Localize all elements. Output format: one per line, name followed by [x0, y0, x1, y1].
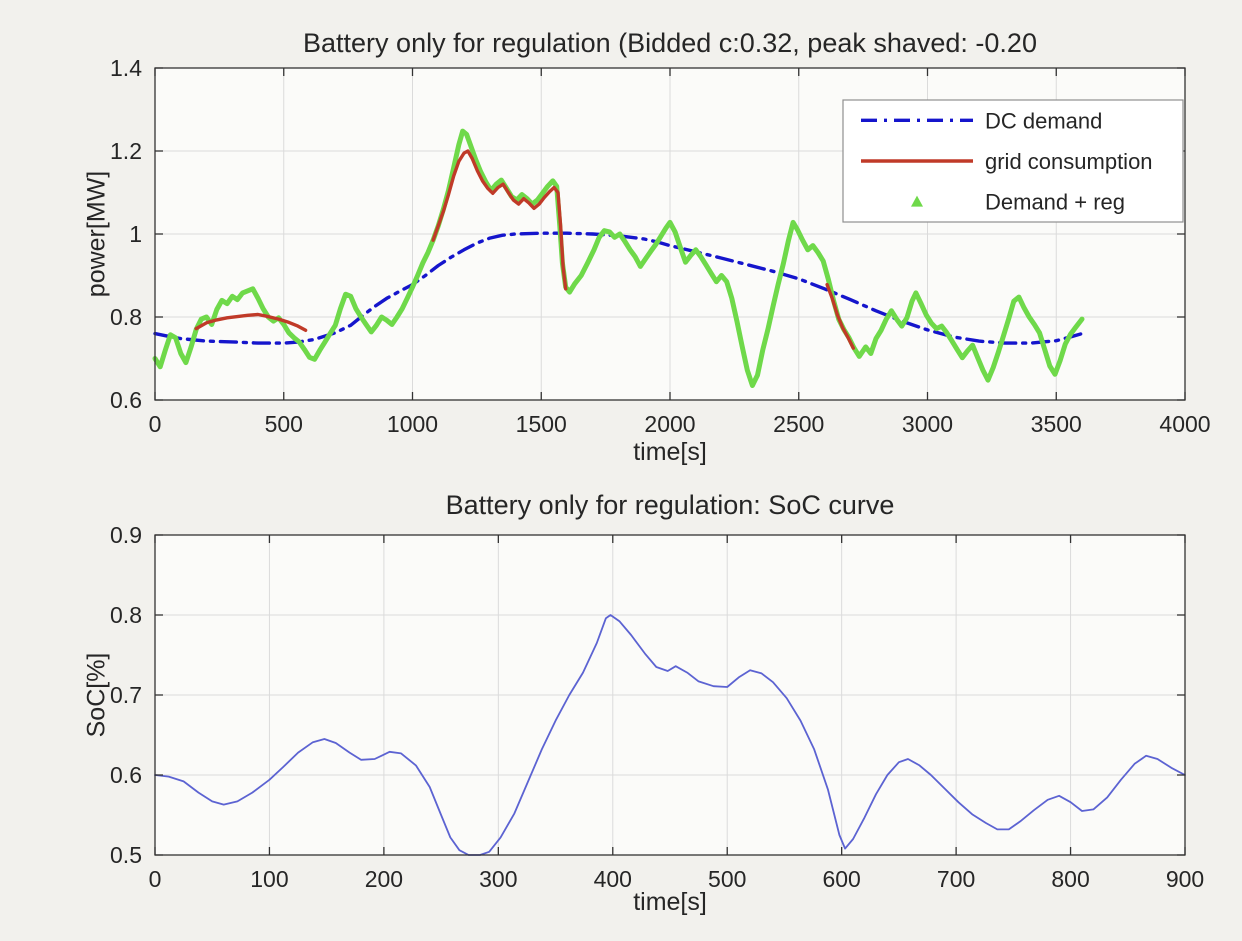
power-chart-canvas: 0 500 1000 1500 2000 2500 3000 3500 4000 0.6 0.8 1 1… [110, 55, 1211, 437]
svg-text:0: 0 [149, 866, 162, 892]
svg-text:1.2: 1.2 [110, 138, 142, 164]
svg-text:0.8: 0.8 [110, 602, 142, 628]
svg-text:0.6: 0.6 [110, 762, 142, 788]
power-chart-title: Battery only for regulation (Bidded c:0.… [303, 28, 1037, 58]
svg-text:2500: 2500 [773, 411, 824, 437]
soc-chart-title: Battery only for regulation: SoC curve [445, 490, 895, 520]
svg-text:3500: 3500 [1031, 411, 1082, 437]
svg-text:1000: 1000 [387, 411, 438, 437]
svg-text:400: 400 [594, 866, 632, 892]
svg-text:500: 500 [708, 866, 746, 892]
svg-text:1.4: 1.4 [110, 55, 142, 81]
svg-text:800: 800 [1051, 866, 1089, 892]
svg-text:0: 0 [149, 411, 162, 437]
svg-text:600: 600 [822, 866, 860, 892]
svg-text:0.6: 0.6 [110, 387, 142, 413]
svg-text:300: 300 [479, 866, 517, 892]
svg-text:700: 700 [937, 866, 975, 892]
svg-text:0.9: 0.9 [110, 522, 142, 548]
power-chart-ylabel: power[MW] [82, 170, 111, 298]
soc-chart-xlabel: time[s] [633, 888, 707, 916]
svg-text:900: 900 [1166, 866, 1204, 892]
svg-text:0.7: 0.7 [110, 682, 142, 708]
svg-text:grid consumption: grid consumption [985, 149, 1153, 174]
soc-chart-ylabel: SoC[%] [82, 652, 111, 738]
svg-text:0.8: 0.8 [110, 304, 142, 330]
svg-text:2000: 2000 [644, 411, 695, 437]
svg-text:3000: 3000 [902, 411, 953, 437]
svg-text:1: 1 [129, 221, 142, 247]
svg-text:DC demand: DC demand [985, 108, 1102, 133]
svg-text:200: 200 [365, 866, 403, 892]
svg-text:500: 500 [265, 411, 303, 437]
svg-text:1500: 1500 [516, 411, 567, 437]
svg-text:0.5: 0.5 [110, 842, 142, 868]
svg-text:100: 100 [250, 866, 288, 892]
svg-text:4000: 4000 [1159, 411, 1210, 437]
power-chart-xlabel: time[s] [633, 438, 707, 466]
svg-text:Demand + reg: Demand + reg [985, 190, 1125, 215]
soc-chart-canvas: 0 100 200 300 400 500 600 700 800 900 0.5 0.6 0.7 0.8… [110, 522, 1204, 892]
